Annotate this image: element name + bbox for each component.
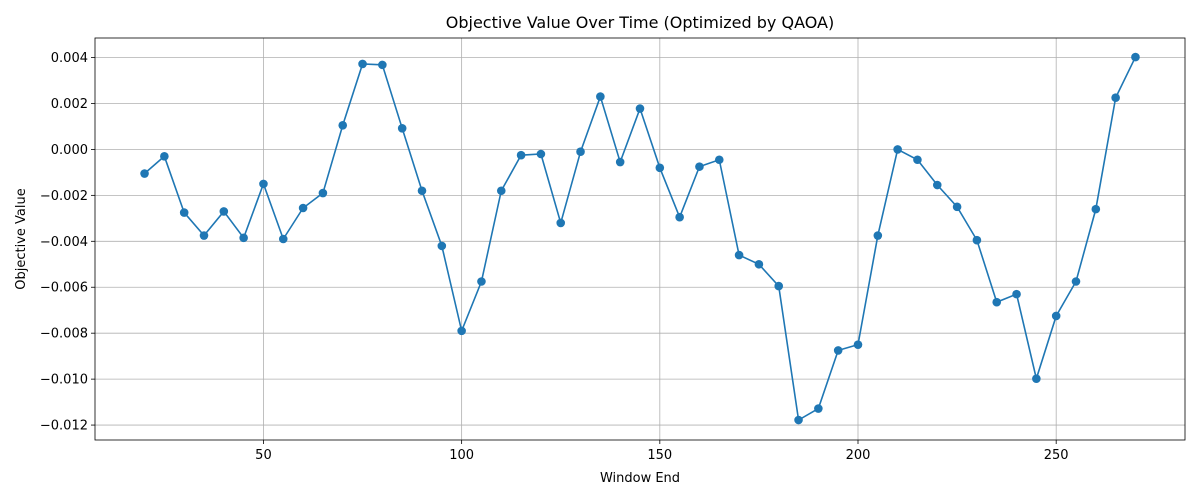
x-axis-ticks: 50 100 150 200 250 [255, 440, 1069, 463]
y-tick-label: −0.002 [40, 189, 88, 204]
data-point [219, 207, 229, 216]
data-point [833, 346, 843, 355]
data-point [814, 404, 823, 413]
data-point [437, 241, 447, 251]
data-point [140, 169, 149, 178]
data-point [695, 162, 704, 171]
data-point [536, 149, 546, 159]
data-point [734, 250, 744, 260]
y-tick-label: −0.006 [40, 281, 88, 296]
chart-title: Objective Value Over Time (Optimized by … [446, 13, 834, 32]
y-tick-label: 0.004 [51, 51, 88, 66]
data-point [358, 59, 367, 69]
data-point [496, 186, 506, 196]
data-point [199, 231, 209, 240]
data-point [556, 218, 566, 228]
data-point [774, 281, 784, 291]
data-point [1012, 289, 1021, 299]
data-point [853, 340, 863, 349]
data-point [675, 212, 684, 222]
data-point [259, 179, 268, 189]
data-point [873, 231, 883, 240]
data-point [516, 150, 526, 160]
data-point [239, 233, 248, 243]
data-point [477, 277, 486, 286]
data-point [635, 104, 645, 113]
data-point [298, 203, 308, 213]
data-point [576, 147, 585, 157]
x-tick-label: 50 [255, 448, 272, 463]
data-point [1091, 204, 1101, 214]
y-axis-ticks: 0.004 0.002 0.000 −0.002 −0.004 −0.006 −0.008 −… [40, 51, 95, 434]
y-tick-label: 0.002 [51, 97, 88, 112]
data-point [992, 297, 1002, 307]
data-point [1131, 52, 1140, 62]
y-axis-label: Objective Value [14, 188, 29, 289]
data-point [338, 120, 348, 130]
x-tick-label: 150 [647, 448, 672, 463]
data-point [932, 180, 942, 190]
data-point [615, 157, 625, 167]
data-point [596, 92, 605, 101]
y-tick-label: −0.004 [40, 235, 88, 250]
series-line-group [140, 52, 1140, 425]
data-point [397, 123, 407, 133]
data-point [179, 208, 189, 217]
data-point [952, 202, 962, 212]
data-point [457, 326, 466, 336]
data-point [417, 186, 427, 196]
data-point [1032, 374, 1041, 383]
data-point [714, 155, 724, 165]
data-point [1111, 93, 1120, 103]
x-tick-label: 200 [846, 448, 871, 463]
y-tick-label: −0.008 [40, 327, 88, 342]
y-tick-label: −0.010 [40, 373, 88, 388]
data-point [893, 145, 902, 154]
data-point [378, 60, 387, 70]
x-tick-label: 250 [1044, 448, 1069, 463]
data-point [278, 234, 288, 244]
data-point [1051, 311, 1061, 321]
y-tick-label: 0.000 [51, 143, 88, 158]
x-axis-label: Window End [600, 471, 680, 486]
data-point [972, 235, 982, 245]
y-tick-label: −0.012 [40, 419, 88, 434]
grid-lines [95, 38, 1185, 440]
axes-frame [94, 37, 1186, 441]
x-tick-label: 100 [449, 448, 474, 463]
data-point [655, 163, 665, 173]
data-point [913, 155, 922, 165]
data-point [794, 415, 803, 425]
data-point [1071, 277, 1081, 286]
data-point [160, 152, 169, 161]
data-point [318, 188, 328, 198]
data-point [754, 259, 764, 269]
